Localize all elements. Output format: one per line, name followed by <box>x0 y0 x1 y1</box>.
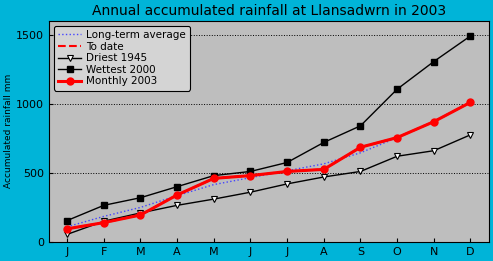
Long-term average <box>431 120 437 123</box>
Monthly 2003 <box>431 120 437 123</box>
Long-term average <box>64 225 70 228</box>
Long-term average <box>394 136 400 139</box>
Y-axis label: Accumulated rainfall mm: Accumulated rainfall mm <box>4 74 13 188</box>
Long-term average <box>138 206 143 209</box>
Wettest 2000 <box>431 60 437 63</box>
Long-term average <box>467 102 473 105</box>
Driest 1945 <box>101 220 107 223</box>
Driest 1945 <box>431 149 437 152</box>
Monthly 2003 <box>247 174 253 177</box>
To date <box>431 120 437 123</box>
Driest 1945 <box>138 211 143 215</box>
Wettest 2000 <box>357 124 363 127</box>
Line: Long-term average: Long-term average <box>67 103 470 227</box>
Monthly 2003 <box>284 170 290 173</box>
Line: To date: To date <box>67 102 470 229</box>
Monthly 2003 <box>211 177 217 180</box>
Wettest 2000 <box>284 161 290 164</box>
Line: Driest 1945: Driest 1945 <box>65 132 473 237</box>
Wettest 2000 <box>321 141 327 144</box>
To date <box>174 193 180 197</box>
Driest 1945 <box>357 170 363 173</box>
To date <box>467 101 473 104</box>
Line: Wettest 2000: Wettest 2000 <box>65 33 473 223</box>
To date <box>321 168 327 171</box>
To date <box>64 227 70 230</box>
Long-term average <box>211 183 217 186</box>
Wettest 2000 <box>247 170 253 173</box>
Driest 1945 <box>174 204 180 207</box>
Monthly 2003 <box>101 221 107 224</box>
Driest 1945 <box>284 182 290 186</box>
Driest 1945 <box>394 155 400 158</box>
Wettest 2000 <box>174 185 180 188</box>
Wettest 2000 <box>211 174 217 177</box>
To date <box>101 221 107 224</box>
Title: Annual accumulated rainfall at Llansadwrn in 2003: Annual accumulated rainfall at Llansadwr… <box>92 4 446 18</box>
Driest 1945 <box>64 233 70 236</box>
Long-term average <box>174 194 180 197</box>
Monthly 2003 <box>174 193 180 197</box>
To date <box>357 146 363 149</box>
Long-term average <box>101 215 107 218</box>
Legend: Long-term average, To date, Driest 1945, Wettest 2000, Monthly 2003: Long-term average, To date, Driest 1945,… <box>54 26 190 91</box>
To date <box>394 136 400 139</box>
Monthly 2003 <box>321 168 327 171</box>
Wettest 2000 <box>64 219 70 222</box>
Wettest 2000 <box>101 204 107 207</box>
Driest 1945 <box>211 198 217 201</box>
Monthly 2003 <box>64 227 70 230</box>
To date <box>247 174 253 177</box>
Long-term average <box>357 151 363 154</box>
Long-term average <box>247 176 253 179</box>
Monthly 2003 <box>394 136 400 139</box>
Driest 1945 <box>467 133 473 136</box>
Wettest 2000 <box>467 34 473 38</box>
Monthly 2003 <box>138 213 143 217</box>
Line: Monthly 2003: Monthly 2003 <box>64 99 474 232</box>
Long-term average <box>321 162 327 165</box>
Long-term average <box>284 169 290 172</box>
To date <box>138 213 143 217</box>
Monthly 2003 <box>467 101 473 104</box>
Driest 1945 <box>321 175 327 179</box>
To date <box>211 177 217 180</box>
Wettest 2000 <box>138 196 143 199</box>
Monthly 2003 <box>357 146 363 149</box>
To date <box>284 170 290 173</box>
Wettest 2000 <box>394 88 400 91</box>
Driest 1945 <box>247 191 253 194</box>
